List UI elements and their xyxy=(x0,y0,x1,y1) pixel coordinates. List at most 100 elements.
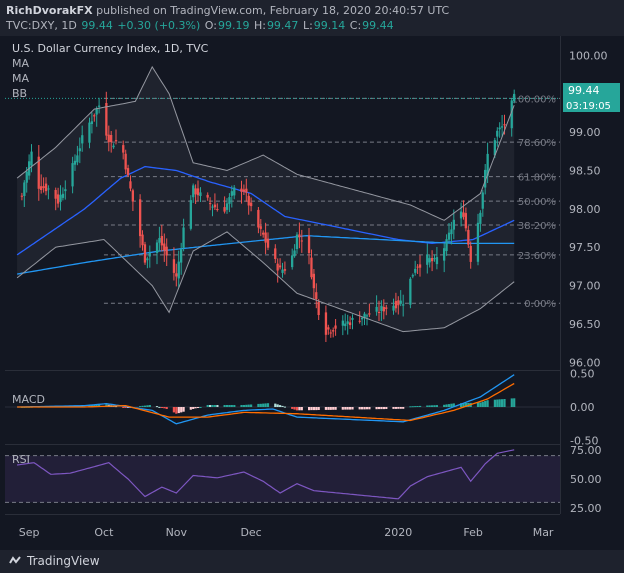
macd-histogram-bar xyxy=(368,407,371,410)
candle-body xyxy=(281,269,284,273)
fib-level-label: 50.00% xyxy=(518,197,556,208)
candle-body xyxy=(382,307,385,312)
candle-body xyxy=(146,258,149,261)
macd-histogram-bar xyxy=(242,405,245,407)
candle-body xyxy=(163,243,166,251)
rsi-band-fill xyxy=(5,455,560,503)
tradingview-logo[interactable]: TradingView xyxy=(8,554,100,568)
macd-histogram-bar xyxy=(431,405,434,407)
candle-body xyxy=(513,93,516,102)
candle-body xyxy=(418,264,422,268)
candle-body xyxy=(409,278,412,305)
bar-countdown-label: 03:19:05 xyxy=(566,101,611,112)
macd-histogram-bar xyxy=(274,403,277,407)
candle-body xyxy=(73,160,77,165)
candle-body xyxy=(216,209,219,210)
candle-body xyxy=(93,115,96,117)
macd-histogram-bar xyxy=(139,406,142,408)
candle-body xyxy=(493,140,496,156)
macd-histogram-bar xyxy=(341,407,344,410)
bollinger-fill-area xyxy=(17,66,515,332)
price-tick-label: 97.00 xyxy=(569,280,601,293)
candle-body xyxy=(351,317,354,320)
candle-body xyxy=(481,192,484,209)
macd-histogram-bar xyxy=(443,404,446,407)
candle-body xyxy=(361,317,364,320)
time-axis[interactable]: Sep Oct Nov Dec 2020 Feb Mar xyxy=(19,526,554,539)
candle-body xyxy=(435,257,439,265)
candle-body xyxy=(334,325,337,329)
candle-body xyxy=(452,219,455,230)
symbol-label: TVC:DXY, 1D xyxy=(6,19,77,32)
candle-body xyxy=(293,250,296,257)
macd-histogram-bar xyxy=(479,402,482,407)
macd-histogram-bar xyxy=(310,407,313,411)
moving-average-fast-line xyxy=(16,165,515,256)
candle-body xyxy=(175,273,178,277)
macd-histogram-bar xyxy=(382,407,385,410)
chart-grid xyxy=(5,36,561,515)
candle-body xyxy=(247,195,250,206)
macd-histogram-bar xyxy=(375,407,378,410)
candle-body xyxy=(131,190,134,202)
macd-histogram-bar xyxy=(513,398,516,407)
candle-body xyxy=(332,330,335,332)
macd-histogram-bar xyxy=(308,407,311,411)
macd-histogram-bar xyxy=(177,407,180,414)
macd-histogram-bar xyxy=(160,407,163,408)
candle-body xyxy=(344,323,347,327)
fib-level-label: 23.60% xyxy=(518,251,556,262)
candle-body xyxy=(228,197,231,204)
candle-body xyxy=(105,103,108,136)
chart-area[interactable]: 100.00% 78.60% 61.80% 50.00% 38.20% 23.60% 0.0… xyxy=(0,36,624,550)
indicator-label-ma-1[interactable]: MA xyxy=(12,57,29,70)
candle-body xyxy=(428,258,431,263)
candle-body xyxy=(148,252,151,257)
indicator-label-ma-2[interactable]: MA xyxy=(12,72,29,85)
macd-histogram-bar xyxy=(283,406,286,408)
time-axis-label: Nov xyxy=(166,526,188,539)
candle-body xyxy=(329,332,332,334)
macd-histogram-bar xyxy=(409,406,412,408)
candle-body xyxy=(23,182,26,196)
macd-histogram-bar xyxy=(460,403,463,407)
candle-body xyxy=(368,313,371,315)
candle-body xyxy=(464,213,467,229)
macd-label[interactable]: MACD xyxy=(12,393,45,406)
author-name[interactable]: RichDvorakFX xyxy=(6,4,93,17)
macd-histogram-bar xyxy=(349,407,352,410)
macd-histogram-bar xyxy=(462,403,465,407)
candle-body xyxy=(54,190,57,199)
macd-histogram-bar xyxy=(315,407,318,411)
candle-body xyxy=(64,189,67,192)
time-axis-label: Dec xyxy=(240,526,261,539)
low-label: L: xyxy=(302,19,313,32)
footer-bar: TradingView xyxy=(0,550,624,573)
fibonacci-retracement: 100.00% 78.60% 61.80% 50.00% 38.20% 23.60% 0.0… xyxy=(5,94,560,310)
macd-histogram-bar xyxy=(428,405,431,407)
candle-body xyxy=(300,240,303,242)
indicator-label-bb[interactable]: BB xyxy=(12,87,27,100)
macd-histogram-bar xyxy=(394,407,397,409)
price-tick-label: 100.00 xyxy=(569,49,608,62)
bollinger-bands xyxy=(16,65,515,333)
rsi-label[interactable]: RSI xyxy=(12,453,30,466)
candle-body xyxy=(172,259,176,273)
macd-histogram-bar xyxy=(266,403,270,407)
macd-histogram-bar xyxy=(426,405,429,407)
macd-histogram-bar xyxy=(414,406,417,408)
candle-body xyxy=(346,321,349,324)
macd-histogram-bar xyxy=(189,407,192,410)
macd-histogram-bar xyxy=(385,407,388,409)
candle-body xyxy=(310,257,313,278)
macd-histogram-bar xyxy=(143,405,147,407)
candle-body xyxy=(259,226,262,229)
candle-body xyxy=(447,232,451,240)
candle-body xyxy=(262,232,265,235)
candle-body xyxy=(59,194,62,202)
macd-histogram-bar xyxy=(90,405,93,407)
macd-histogram-bar xyxy=(180,407,183,413)
candle-body xyxy=(380,305,383,311)
macd-histogram-bar xyxy=(464,403,467,407)
candle-body xyxy=(274,248,277,259)
